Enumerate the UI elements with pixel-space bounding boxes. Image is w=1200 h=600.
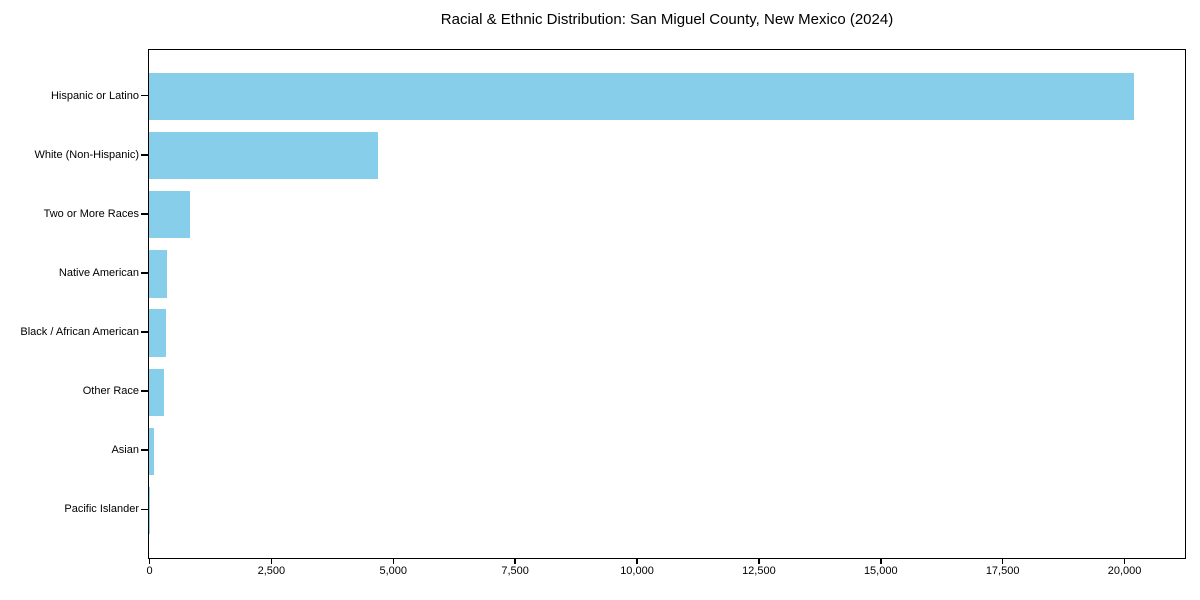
x-tick-label-10000: 10,000 (620, 565, 654, 577)
bar-asian (149, 427, 154, 475)
chart-title: Racial & Ethnic Distribution: San Miguel… (440, 11, 894, 28)
y-tick-label-black-african-american: Black / African American (20, 326, 139, 339)
x-tick-mark (514, 558, 516, 564)
x-tick-label-20000: 20,000 (1107, 565, 1142, 577)
y-tick-mark (141, 213, 148, 215)
x-tick-label-2500: 2,500 (257, 565, 286, 577)
x-tick-label-5000: 5,000 (379, 565, 408, 577)
x-tick-mark (880, 558, 882, 564)
y-tick-label-asian: Asian (111, 444, 139, 457)
y-tick-label-other-race: Other Race (82, 385, 139, 398)
x-tick-mark (1123, 558, 1126, 564)
x-tick-mark (392, 558, 394, 564)
x-tick-label-17500: 17,500 (985, 565, 1020, 577)
plot-area (148, 49, 1186, 559)
x-tick-mark (270, 558, 273, 564)
y-tick-label-white-non-hispanic: White (Non-Hispanic) (34, 148, 139, 161)
bar-white-non-hispanic (149, 132, 379, 180)
y-tick-label-pacific-islander: Pacific Islander (64, 503, 139, 516)
bar-hispanic-or-latino (149, 73, 1134, 121)
x-tick-mark (758, 558, 760, 564)
y-tick-mark (141, 390, 148, 392)
bar-native-american (149, 250, 168, 298)
y-tick-label-two-or-more-races: Two or More Races (43, 207, 139, 220)
y-tick-mark (141, 449, 148, 451)
y-tick-mark (141, 94, 148, 97)
y-tick-label-hispanic-or-latino: Hispanic or Latino (50, 89, 139, 102)
y-tick-mark (141, 508, 148, 511)
bar-two-or-more-races (149, 191, 191, 239)
x-tick-label-0: 0 (146, 565, 153, 577)
x-tick-mark (148, 558, 151, 564)
x-tick-label-7500: 7,500 (501, 565, 529, 577)
y-tick-mark (141, 331, 148, 333)
x-tick-mark (636, 558, 638, 564)
x-tick-label-12500: 12,500 (742, 565, 776, 577)
y-tick-mark (141, 272, 148, 274)
y-tick-label-native-american: Native American (58, 266, 139, 279)
x-tick-label-15000: 15,000 (863, 565, 898, 577)
x-tick-mark (1001, 558, 1004, 564)
y-tick-mark (141, 154, 148, 156)
bar-other-race (149, 368, 165, 416)
bar-black-african-american (149, 309, 166, 357)
